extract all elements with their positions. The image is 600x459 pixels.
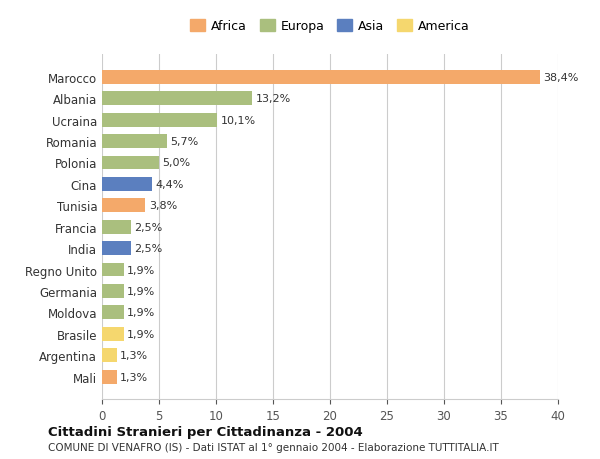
Text: 1,9%: 1,9% <box>127 265 155 275</box>
Text: 38,4%: 38,4% <box>543 73 578 83</box>
Bar <box>102 220 131 234</box>
Text: 3,8%: 3,8% <box>149 201 177 211</box>
Text: COMUNE DI VENAFRO (IS) - Dati ISTAT al 1° gennaio 2004 - Elaborazione TUTTITALIA: COMUNE DI VENAFRO (IS) - Dati ISTAT al 1… <box>48 442 499 452</box>
Text: 1,9%: 1,9% <box>127 329 155 339</box>
Text: 2,5%: 2,5% <box>134 244 162 253</box>
Text: 1,3%: 1,3% <box>120 350 148 360</box>
Bar <box>102 306 124 319</box>
Bar <box>102 135 167 149</box>
Text: 1,9%: 1,9% <box>127 308 155 318</box>
Text: 5,0%: 5,0% <box>163 158 191 168</box>
Text: 5,7%: 5,7% <box>170 137 199 147</box>
Bar <box>102 178 152 191</box>
Bar <box>102 199 145 213</box>
Text: 4,4%: 4,4% <box>155 179 184 190</box>
Text: 10,1%: 10,1% <box>221 115 256 125</box>
Text: 13,2%: 13,2% <box>256 94 291 104</box>
Bar <box>102 113 217 127</box>
Bar <box>102 348 117 362</box>
Text: 1,3%: 1,3% <box>120 372 148 382</box>
Bar <box>102 284 124 298</box>
Bar <box>102 241 131 256</box>
Text: Cittadini Stranieri per Cittadinanza - 2004: Cittadini Stranieri per Cittadinanza - 2… <box>48 425 363 438</box>
Bar <box>102 71 540 84</box>
Bar <box>102 327 124 341</box>
Legend: Africa, Europa, Asia, America: Africa, Europa, Asia, America <box>186 17 474 37</box>
Bar <box>102 92 253 106</box>
Bar <box>102 263 124 277</box>
Text: 1,9%: 1,9% <box>127 286 155 296</box>
Bar <box>102 156 159 170</box>
Bar <box>102 370 117 384</box>
Text: 2,5%: 2,5% <box>134 222 162 232</box>
